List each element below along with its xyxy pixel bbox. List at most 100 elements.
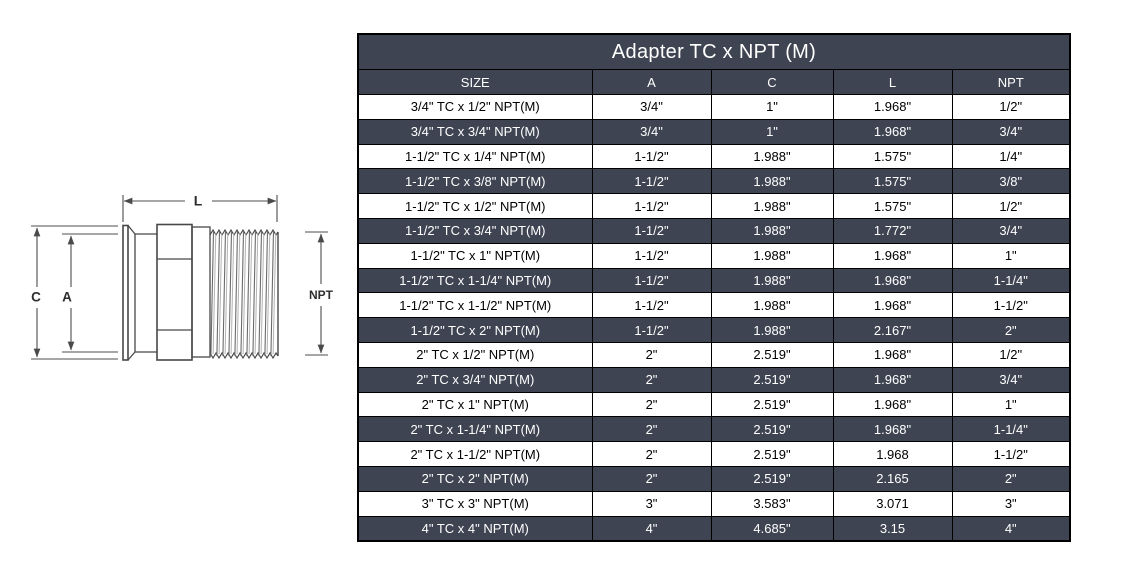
table-cell: 1.968": [832, 267, 953, 294]
table-cell: 1.988": [710, 217, 834, 244]
table-cell: 2.167": [832, 317, 953, 343]
table-row: 4" TC x 4" NPT(M) 4" 4.685" 3.15 4": [357, 515, 1071, 542]
table-cell: 1/2": [951, 341, 1071, 368]
dimension-lines: [31, 195, 328, 360]
table-cell: 1.575": [832, 168, 953, 195]
hex-body: [156, 223, 193, 361]
table-cell: 1.988": [710, 143, 834, 170]
table-cell: 2" TC x 1-1/2" NPT(M): [357, 441, 593, 467]
column-header-l: L: [832, 69, 953, 95]
table-cell: 4": [951, 515, 1071, 542]
table-cell: 2" TC x 1" NPT(M): [357, 391, 593, 418]
table-cell: 2": [591, 366, 712, 393]
table-header-row: SIZE A C L NPT: [357, 69, 1071, 95]
table-cell: 2": [951, 465, 1071, 492]
thread-bottom-edge: [209, 351, 279, 360]
table-cell: 3/8": [951, 168, 1071, 195]
table-cell: 1-1/2": [591, 242, 712, 269]
table-cell: 1-1/4": [951, 416, 1071, 443]
table-cell: 2.519": [710, 366, 834, 393]
table-cell: 3.071: [832, 490, 953, 517]
column-header-a: A: [591, 69, 712, 95]
table-cell: 1/2": [951, 193, 1071, 219]
shoulder: [191, 226, 211, 358]
table-cell: 1-1/2": [591, 217, 712, 244]
table-cell: 1-1/2" TC x 1-1/4" NPT(M): [357, 267, 593, 294]
table-cell: 1.988": [710, 242, 834, 269]
table-cell: 3/4" TC x 3/4" NPT(M): [357, 118, 593, 145]
table-cell: 1-1/4": [951, 267, 1071, 294]
table-row: 3/4" TC x 3/4" NPT(M) 3/4" 1" 1.968" 3/4": [357, 118, 1071, 145]
table-cell: 1-1/2" TC x 3/4" NPT(M): [357, 217, 593, 244]
table-cell: 1.968": [832, 94, 953, 120]
table-cell: 2": [591, 341, 712, 368]
table-cell: 1.772": [832, 217, 953, 244]
table-cell: 4": [591, 515, 712, 542]
table-cell: 1-1/2": [591, 292, 712, 319]
column-header-c: C: [710, 69, 834, 95]
table-row: 3/4" TC x 1/2" NPT(M) 3/4" 1" 1.968" 1/2": [357, 94, 1071, 120]
table-cell: 3.583": [710, 490, 834, 517]
table-row: 2" TC x 1-1/4" NPT(M) 2" 2.519" 1.968" 1-1/4…: [357, 416, 1071, 443]
dim-label-thread: NPT: [309, 288, 334, 302]
table-cell: 1-1/2": [591, 317, 712, 343]
table-row: 1-1/2" TC x 1-1/4" NPT(M) 1-1/2" 1.988" 1.9…: [357, 267, 1071, 294]
table-cell: 2.519": [710, 441, 834, 467]
table-cell: 3/4": [591, 118, 712, 145]
table-row: 1-1/2" TC x 1/4" NPT(M) 1-1/2" 1.988" 1.575…: [357, 143, 1071, 170]
table-row: 2" TC x 1/2" NPT(M) 2" 2.519" 1.968" 1/2": [357, 341, 1071, 368]
table-cell: 2": [951, 317, 1071, 343]
table-row: 1-1/2" TC x 1/2" NPT(M) 1-1/2" 1.988" 1.575…: [357, 193, 1071, 219]
table-cell: 2.519": [710, 465, 834, 492]
table-cell: 1": [710, 94, 834, 120]
table-cell: 3": [951, 490, 1071, 517]
table-title-row: Adapter TC x NPT (M): [357, 33, 1071, 70]
table-row: 2" TC x 3/4" NPT(M) 2" 2.519" 1.968" 3/4": [357, 366, 1071, 393]
table-cell: 1.968": [832, 242, 953, 269]
table-cell: 2": [591, 391, 712, 418]
table-cell: 1-1/2" TC x 1-1/2" NPT(M): [357, 292, 593, 319]
table-cell: 1": [951, 391, 1071, 418]
table-cell: 1.968": [832, 292, 953, 319]
dim-label-length: L: [194, 193, 203, 209]
table-cell: 1-1/2": [591, 267, 712, 294]
table-cell: 1-1/2" TC x 3/8" NPT(M): [357, 168, 593, 195]
adapter-technical-diagram: L C A NPT: [31, 193, 334, 361]
table-cell: 1.988": [710, 317, 834, 343]
table-cell: 1-1/2" TC x 1" NPT(M): [357, 242, 593, 269]
table-cell: 1-1/2" TC x 1/2" NPT(M): [357, 193, 593, 219]
table-cell: 3/4": [591, 94, 712, 120]
table-cell: 1-1/2": [591, 193, 712, 219]
table-cell: 1-1/2": [591, 143, 712, 170]
table-cell: 4.685": [710, 515, 834, 542]
table-cell: 1.988": [710, 168, 834, 195]
table-cell: 2" TC x 3/4" NPT(M): [357, 366, 593, 393]
table-cell: 3/4" TC x 1/2" NPT(M): [357, 94, 593, 120]
table-cell: 2" TC x 1-1/4" NPT(M): [357, 416, 593, 443]
table-cell: 1.968": [832, 416, 953, 443]
table-cell: 2": [591, 465, 712, 492]
column-header-npt: NPT: [951, 69, 1071, 95]
table-row: 2" TC x 1" NPT(M) 2" 2.519" 1.968" 1": [357, 391, 1071, 418]
table-cell: 2.519": [710, 391, 834, 418]
table-cell: 1.968": [832, 391, 953, 418]
table-row: 2" TC x 2" NPT(M) 2" 2.519" 2.165 2": [357, 465, 1071, 492]
table-cell: 3.15: [832, 515, 953, 542]
table-cell: 3/4": [951, 118, 1071, 145]
table-cell: 2.165: [832, 465, 953, 492]
dim-label-clamp-diameter: C: [31, 290, 41, 305]
table-cell: 3" TC x 3" NPT(M): [357, 490, 593, 517]
table-cell: 1.988": [710, 193, 834, 219]
table-cell: 1": [951, 242, 1071, 269]
spec-table: Adapter TC x NPT (M) SIZE A C L NPT 3/4"…: [357, 33, 1072, 543]
table-row: 1-1/2" TC x 3/4" NPT(M) 1-1/2" 1.988" 1.772…: [357, 217, 1071, 244]
table-cell: 1-1/2" TC x 1/4" NPT(M): [357, 143, 593, 170]
dim-label-inner-diameter: A: [62, 290, 72, 305]
table-cell: 4" TC x 4" NPT(M): [357, 515, 593, 542]
table-row: 2" TC x 1-1/2" NPT(M) 2" 2.519" 1.968 1-1/2": [357, 441, 1071, 467]
table-cell: 1/2": [951, 94, 1071, 120]
table-row: 1-1/2" TC x 2" NPT(M) 1-1/2" 1.988" 2.167" 2…: [357, 317, 1071, 343]
spec-table-body: 3/4" TC x 1/2" NPT(M) 3/4" 1" 1.968" 1/2" 3/4…: [357, 94, 1071, 542]
table-cell: 1/4": [951, 143, 1071, 170]
